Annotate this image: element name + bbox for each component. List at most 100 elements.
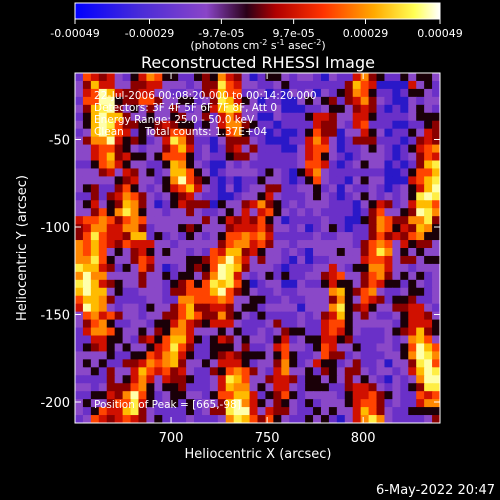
heatmap-cell (313, 216, 322, 225)
heatmap-cell (162, 120, 171, 130)
heatmap-cell (186, 303, 195, 313)
heatmap-cell (106, 351, 116, 360)
heatmap-cell (289, 359, 298, 368)
heatmap-cell (257, 208, 267, 217)
heatmap-cell (106, 216, 116, 225)
heatmap-cell (233, 128, 243, 138)
heatmap-cell (376, 224, 386, 233)
heatmap-cell (225, 295, 235, 305)
heatmap-cell (384, 271, 393, 281)
heatmap-cell (170, 311, 179, 321)
heatmap-cell (122, 375, 132, 384)
heatmap-cell (344, 367, 354, 376)
heatmap-cell (98, 327, 108, 337)
heatmap-cell (313, 192, 322, 201)
heatmap-cell (233, 176, 243, 185)
heatmap-cell (178, 327, 187, 337)
heatmap-cell (178, 216, 187, 225)
heatmap-cell (217, 391, 227, 400)
heatmap-cell (368, 224, 378, 233)
heatmap-cell (432, 208, 440, 217)
heatmap-cell (106, 104, 116, 114)
heatmap-cell (98, 248, 108, 257)
heatmap-cell (432, 319, 440, 329)
heatmap-cell (170, 255, 179, 265)
heatmap-cell (209, 367, 219, 376)
heatmap-cell (217, 287, 227, 297)
heatmap-cell (138, 73, 148, 82)
heatmap-cell (400, 279, 409, 289)
heatmap-cell (344, 248, 354, 257)
heatmap-cell (320, 399, 330, 408)
heatmap-cell (305, 303, 314, 313)
heatmap-cell (328, 128, 338, 138)
heatmap-cell (424, 136, 433, 146)
heatmap-cell (313, 112, 322, 122)
heatmap-cell (265, 327, 274, 337)
heatmap-cell (194, 80, 203, 90)
heatmap-cell (122, 303, 132, 313)
heatmap-cell (194, 136, 203, 146)
heatmap-cell (257, 176, 267, 185)
heatmap-cell (122, 88, 132, 98)
heatmap-cell (114, 73, 124, 82)
heatmap-cell (392, 319, 401, 329)
heatmap-cell (170, 120, 179, 130)
heatmap-cell (154, 343, 163, 352)
heatmap-cell (233, 255, 243, 265)
heatmap-cell (249, 224, 259, 233)
heatmap-cell (281, 287, 290, 297)
heatmap-cell (162, 287, 171, 297)
heatmap-cell (336, 303, 346, 313)
heatmap-cell (257, 88, 267, 98)
heatmap-cell (432, 104, 440, 114)
heatmap-cell (130, 144, 140, 154)
heatmap-cell (328, 104, 338, 114)
heatmap-cell (257, 248, 267, 257)
heatmap-cell (265, 80, 274, 90)
heatmap-cell (328, 383, 338, 392)
heatmap-cell (424, 200, 433, 209)
heatmap-cell (114, 271, 124, 281)
heatmap-cell (217, 184, 227, 193)
heatmap-cell (233, 311, 243, 321)
heatmap-cell (106, 279, 116, 289)
heatmap-cell (289, 295, 298, 305)
heatmap-cell (344, 152, 354, 162)
heatmap-cell (249, 168, 259, 177)
heatmap-cell (170, 295, 179, 305)
heatmap-cell (384, 200, 393, 209)
heatmap-cell (305, 184, 314, 193)
heatmap-cell (225, 263, 235, 273)
heatmap-cell (328, 73, 338, 82)
heatmap-cell (257, 383, 267, 392)
heatmap-cell (289, 184, 298, 193)
heatmap-cell (233, 88, 243, 98)
heatmap-cell (408, 255, 417, 265)
heatmap-cell (376, 176, 386, 185)
heatmap-cell (178, 224, 187, 233)
heatmap-cell (106, 263, 116, 273)
heatmap-cell (233, 73, 243, 82)
heatmap-cell (217, 407, 227, 416)
heatmap-cell (273, 287, 282, 297)
heatmap-cell (313, 232, 322, 241)
heatmap-cell (336, 80, 346, 90)
heatmap-cell (154, 271, 163, 281)
heatmap-cell (336, 96, 346, 106)
heatmap-cell (106, 73, 116, 82)
heatmap-image (75, 73, 440, 423)
heatmap-cell (249, 128, 259, 138)
heatmap-cell (328, 271, 338, 281)
heatmap-cell (313, 343, 322, 352)
heatmap-cell (281, 160, 290, 170)
heatmap-cell (162, 375, 171, 384)
heatmap-cell (154, 184, 163, 193)
heatmap-cell (217, 295, 227, 305)
heatmap-cell (281, 319, 290, 329)
heatmap-cell (138, 192, 148, 201)
heatmap-cell (408, 128, 417, 138)
heatmap-cell (328, 295, 338, 305)
heatmap-cell (265, 120, 274, 130)
heatmap-cell (90, 335, 100, 345)
